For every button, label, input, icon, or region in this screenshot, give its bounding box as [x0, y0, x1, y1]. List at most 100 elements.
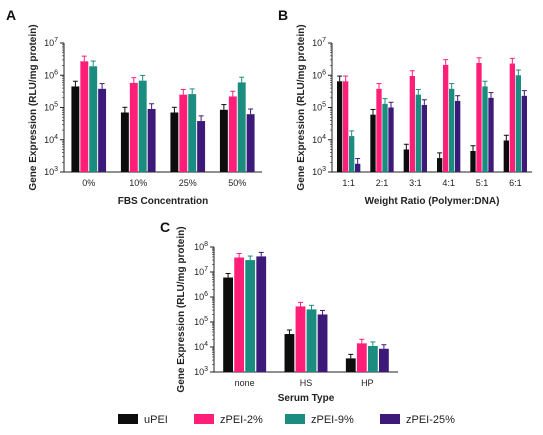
y-tick-label-c: 107 — [194, 266, 208, 277]
bar-b-31-zPEI25 — [421, 104, 427, 172]
panel-letter-c: C — [160, 219, 170, 235]
x-tick-label-b: 6:1 — [509, 178, 522, 188]
bar-a-50-zPEI9 — [237, 82, 246, 172]
y-axis-label-c: Gene Expression (RLU/mg protein) — [176, 226, 187, 392]
bar-a-25-zPEI25 — [197, 121, 206, 172]
bar-b-21-zPEI25 — [388, 107, 394, 172]
bar-b-21-uPEI — [370, 114, 376, 172]
y-tick-label-a: 104 — [44, 134, 58, 145]
bar-b-51-zPEI25 — [488, 97, 494, 172]
bar-a-10-zPEI25 — [147, 108, 156, 172]
bar-b-21-zPEI2 — [376, 88, 382, 172]
bar-b-11-zPEI9 — [349, 136, 355, 172]
bar-a-0-zPEI2 — [80, 61, 89, 173]
bar-b-61-uPEI — [503, 140, 509, 172]
x-tick-label-c: HP — [361, 378, 374, 388]
bar-b-31-zPEI9 — [415, 94, 421, 172]
bar-b-51-zPEI2 — [476, 62, 482, 172]
bar-a-25-uPEI — [170, 112, 179, 172]
y-tick-label-b: 107 — [312, 37, 326, 48]
bar-b-61-zPEI25 — [521, 95, 527, 172]
bar-b-31-uPEI — [403, 149, 409, 172]
bar-c-HP-zPEI25 — [378, 348, 389, 372]
x-tick-label-a: 0% — [82, 178, 95, 188]
bar-c-HP-zPEI2 — [356, 343, 367, 372]
panel-letter-b: B — [278, 7, 288, 23]
y-tick-label-b: 105 — [312, 102, 326, 113]
bar-c-HS-zPEI2 — [295, 306, 306, 372]
panel-letter-a: A — [6, 7, 16, 23]
bar-a-0-zPEI25 — [98, 88, 107, 172]
y-tick-label-a: 107 — [44, 37, 58, 48]
x-tick-label-b: 1:1 — [342, 178, 355, 188]
y-tick-label-a: 105 — [44, 102, 58, 113]
bar-c-none-zPEI9 — [245, 260, 256, 372]
bar-a-50-uPEI — [219, 109, 228, 172]
bar-b-11-uPEI — [337, 81, 343, 172]
bar-b-61-zPEI2 — [509, 63, 515, 173]
bar-a-0-zPEI9 — [89, 66, 98, 172]
bar-c-HP-uPEI — [345, 358, 356, 372]
legend-swatch-zPEI25 — [380, 414, 400, 424]
y-axis-label-b: Gene Expression (RLU/mg protein) — [296, 24, 307, 190]
panel-c-chart: C 103 104 105 106 107 108 none HS HP Serum Type Gen… — [160, 219, 398, 404]
legend-label-zPEI9: zPEI-9% — [311, 414, 354, 426]
bar-c-HS-zPEI9 — [306, 309, 317, 372]
legend-swatch-zPEI9 — [285, 414, 305, 424]
bar-b-41-zPEI2 — [443, 64, 449, 172]
y-tick-label-c: 105 — [194, 316, 208, 327]
bar-c-HS-uPEI — [284, 334, 295, 372]
bar-b-61-zPEI9 — [515, 75, 521, 172]
bar-a-0-uPEI — [71, 86, 80, 172]
legend-swatch-zPEI2 — [194, 414, 214, 424]
x-tick-label-b: 4:1 — [442, 178, 455, 188]
y-tick-label-c: 104 — [194, 341, 208, 352]
y-tick-label-b: 104 — [312, 134, 326, 145]
x-tick-label-c: HS — [300, 378, 313, 388]
bar-b-41-zPEI9 — [449, 88, 455, 172]
bar-b-51-zPEI9 — [482, 86, 488, 172]
legend-label-uPEI: uPEI — [144, 414, 168, 426]
bar-b-31-zPEI2 — [409, 75, 415, 172]
bar-a-10-zPEI2 — [129, 82, 138, 172]
bar-b-11-zPEI25 — [355, 163, 361, 172]
bar-a-25-zPEI2 — [179, 94, 188, 172]
x-tick-label-a: 25% — [179, 178, 197, 188]
legend: uPEI zPEI-2% zPEI-9% zPEI-25% — [118, 414, 455, 426]
x-axis-label-c: Serum Type — [278, 393, 335, 404]
bar-c-HP-zPEI9 — [367, 345, 378, 372]
y-tick-label-a: 106 — [44, 69, 58, 80]
panel-a-chart: A 103 104 105 106 107 0% 10% 25% 50% FBS Concentra… — [6, 7, 262, 207]
bar-b-41-zPEI25 — [455, 100, 461, 172]
x-tick-label-b: 3:1 — [409, 178, 422, 188]
legend-label-zPEI2: zPEI-2% — [220, 414, 263, 426]
bar-b-51-uPEI — [470, 150, 476, 172]
x-tick-label-b: 5:1 — [476, 178, 489, 188]
bar-a-10-zPEI9 — [138, 80, 147, 172]
y-tick-label-b: 106 — [312, 69, 326, 80]
y-tick-label-c: 103 — [194, 366, 208, 377]
bar-a-50-zPEI2 — [228, 96, 237, 172]
x-tick-label-a: 10% — [129, 178, 147, 188]
y-tick-label-b: 103 — [312, 166, 326, 177]
bar-a-10-uPEI — [120, 112, 129, 172]
x-axis-label-a: FBS Concentration — [118, 196, 209, 207]
bar-b-41-uPEI — [437, 158, 443, 172]
legend-label-zPEI25: zPEI-25% — [406, 414, 455, 426]
bar-a-25-zPEI9 — [188, 94, 197, 172]
y-tick-label-c: 108 — [194, 241, 208, 252]
legend-swatch-uPEI — [118, 414, 138, 424]
x-tick-label-c: none — [235, 378, 255, 388]
x-tick-label-b: 2:1 — [376, 178, 389, 188]
bar-a-50-zPEI25 — [246, 114, 255, 172]
bar-b-21-zPEI9 — [382, 103, 388, 172]
bar-c-HS-zPEI25 — [317, 314, 328, 372]
bar-c-none-uPEI — [223, 277, 234, 372]
y-axis-label-a: Gene Expression (RLU/mg protein) — [28, 24, 39, 190]
x-tick-label-a: 50% — [228, 178, 246, 188]
bar-c-none-zPEI25 — [256, 256, 267, 372]
y-tick-label-a: 103 — [44, 166, 58, 177]
y-tick-label-c: 106 — [194, 291, 208, 302]
bar-c-none-zPEI2 — [234, 257, 245, 372]
